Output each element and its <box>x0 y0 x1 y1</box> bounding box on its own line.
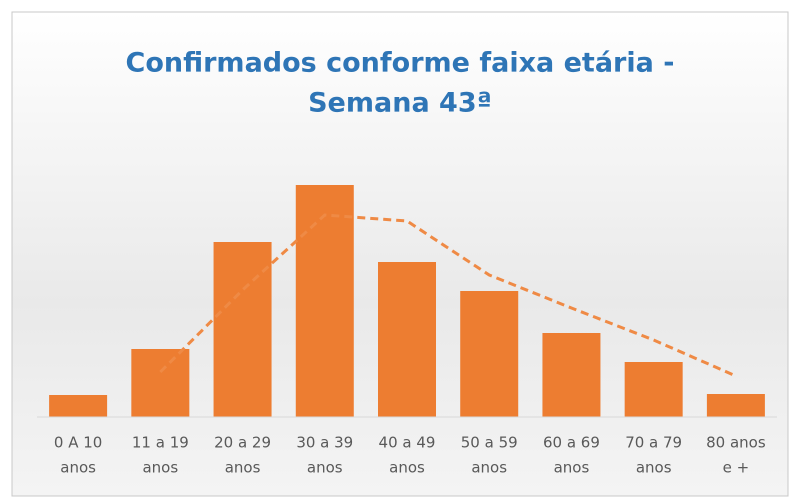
x-tick-label: anos <box>471 459 507 477</box>
x-tick-label: anos <box>389 459 425 477</box>
x-tick-label: anos <box>225 459 261 477</box>
x-tick-label: 20 a 29 <box>214 434 271 452</box>
x-tick-label: anos <box>554 459 590 477</box>
x-tick-label: e + <box>723 459 750 477</box>
bar <box>131 349 190 417</box>
x-tick-label: 11 a 19 <box>132 434 189 452</box>
x-tick-label: 0 A 10 <box>54 434 102 452</box>
bar <box>378 262 436 417</box>
x-tick-label: 50 a 59 <box>461 434 518 452</box>
chart-title: Semana 43ª <box>308 88 492 119</box>
bar <box>49 395 108 417</box>
x-tick-label: 70 a 79 <box>625 434 682 452</box>
x-tick-label: 30 a 39 <box>296 434 353 452</box>
bar <box>295 185 354 417</box>
bar <box>460 291 519 417</box>
chart-panel <box>11 11 789 497</box>
x-tick-label: anos <box>60 459 96 477</box>
x-tick-label: anos <box>307 459 343 477</box>
bar <box>213 242 272 417</box>
x-tick-label: 40 a 49 <box>379 434 436 452</box>
x-tick-label: 80 anos <box>706 434 766 452</box>
chart-title: Confirmados conforme faixa etária - <box>126 48 675 79</box>
trend-line <box>159 213 737 378</box>
bar <box>706 394 765 417</box>
bar <box>624 362 683 417</box>
x-tick-label: 60 a 69 <box>543 434 600 452</box>
x-tick-label: anos <box>636 459 672 477</box>
x-tick-label: anos <box>142 459 178 477</box>
bar <box>542 333 601 417</box>
